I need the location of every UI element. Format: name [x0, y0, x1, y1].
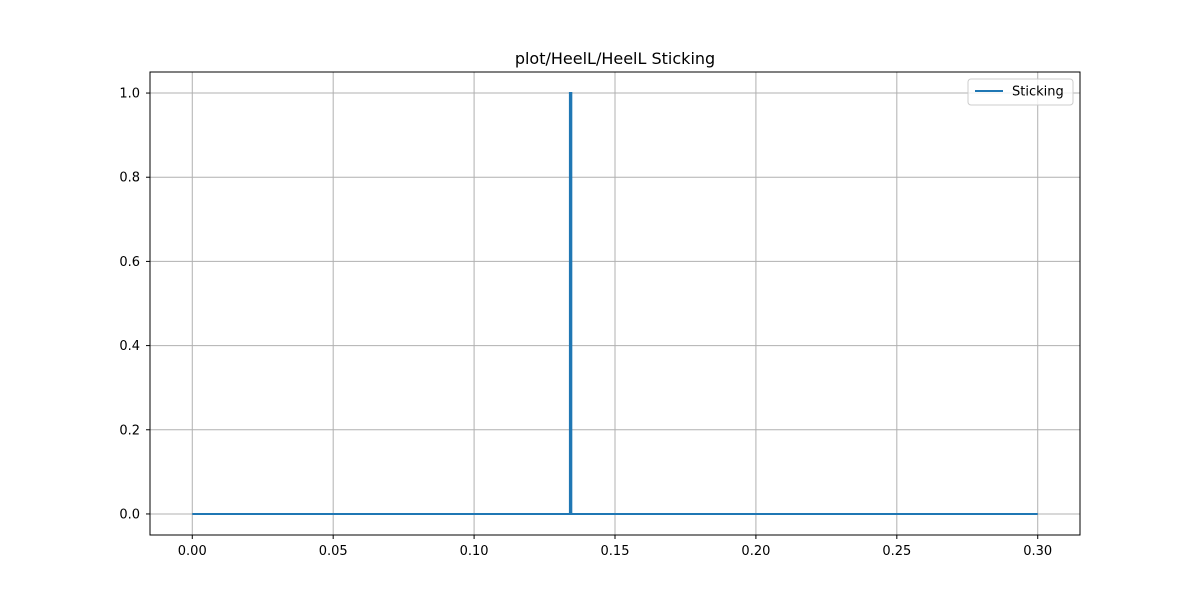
- x-tick-label: 0.15: [601, 544, 630, 559]
- x-tick-label: 0.30: [1023, 544, 1052, 559]
- series-layer: [192, 92, 1038, 515]
- legend-box: [967, 78, 1074, 106]
- y-axis-ticks: 0.0 0.2 0.4 0.6 0.8 1.0: [119, 87, 150, 522]
- x-tick-label: 0.10: [460, 544, 489, 559]
- y-tick-label: 1.0: [119, 87, 140, 102]
- y-tick-label: 0.0: [119, 507, 140, 522]
- x-tick-label: 0.25: [882, 544, 911, 559]
- legend: Sticking: [967, 78, 1074, 106]
- y-tick-label: 0.4: [119, 339, 140, 354]
- x-tick-label: 0.05: [319, 544, 348, 559]
- y-tick-label: 0.2: [119, 423, 140, 438]
- y-tick-label: 0.8: [119, 171, 140, 186]
- x-tick-label: 0.20: [741, 544, 770, 559]
- x-axis-ticks: 0.00 0.05 0.10 0.15 0.20 0.25 0.30: [178, 535, 1052, 559]
- x-tick-label: 0.00: [178, 544, 207, 559]
- legend-label-sticking: Sticking: [1012, 85, 1064, 100]
- series-line-sticking: [192, 92, 1038, 515]
- chart-title: plot/HeelL/HeelL Sticking: [515, 49, 715, 68]
- y-tick-label: 0.6: [119, 255, 140, 270]
